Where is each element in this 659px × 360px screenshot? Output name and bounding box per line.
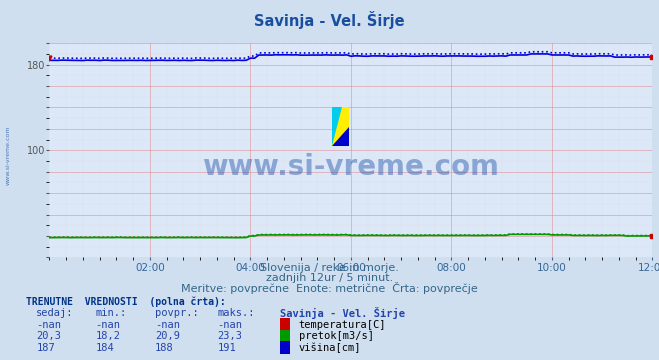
Text: 23,3: 23,3 xyxy=(217,331,243,341)
Text: 20,3: 20,3 xyxy=(36,331,61,341)
Text: Savinja - Vel. Širje: Savinja - Vel. Širje xyxy=(280,307,405,319)
Text: 20,9: 20,9 xyxy=(155,331,180,341)
Text: 18,2: 18,2 xyxy=(96,331,121,341)
Text: Slovenija / reke in morje.: Slovenija / reke in morje. xyxy=(260,263,399,273)
Polygon shape xyxy=(331,127,349,146)
Text: 187: 187 xyxy=(36,343,55,353)
Text: zadnjih 12ur / 5 minut.: zadnjih 12ur / 5 minut. xyxy=(266,273,393,283)
Text: -nan: -nan xyxy=(96,320,121,330)
Text: TRENUTNE  VREDNOSTI  (polna črta):: TRENUTNE VREDNOSTI (polna črta): xyxy=(26,296,226,307)
Text: -nan: -nan xyxy=(155,320,180,330)
Text: Meritve: povprečne  Enote: metrične  Črta: povprečje: Meritve: povprečne Enote: metrične Črta:… xyxy=(181,282,478,294)
Text: povpr.:: povpr.: xyxy=(155,308,198,318)
Text: www.si-vreme.com: www.si-vreme.com xyxy=(6,125,11,185)
Text: min.:: min.: xyxy=(96,308,127,318)
Text: maks.:: maks.: xyxy=(217,308,255,318)
Text: -nan: -nan xyxy=(36,320,61,330)
Text: -nan: -nan xyxy=(217,320,243,330)
Text: višina[cm]: višina[cm] xyxy=(299,343,361,353)
Text: temperatura[C]: temperatura[C] xyxy=(299,320,386,330)
Text: pretok[m3/s]: pretok[m3/s] xyxy=(299,331,374,341)
Text: 188: 188 xyxy=(155,343,173,353)
Polygon shape xyxy=(331,108,342,146)
Text: 191: 191 xyxy=(217,343,236,353)
Text: Savinja - Vel. Širje: Savinja - Vel. Širje xyxy=(254,11,405,29)
Text: sedaj:: sedaj: xyxy=(36,308,74,318)
Text: www.si-vreme.com: www.si-vreme.com xyxy=(202,153,500,181)
Bar xyxy=(331,108,349,146)
Text: 184: 184 xyxy=(96,343,114,353)
